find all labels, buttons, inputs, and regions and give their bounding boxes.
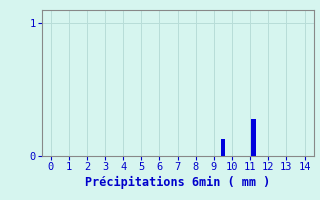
Bar [221,139,225,156]
X-axis label: Précipitations 6min ( mm ): Précipitations 6min ( mm ) [85,176,270,189]
Bar [252,119,256,156]
